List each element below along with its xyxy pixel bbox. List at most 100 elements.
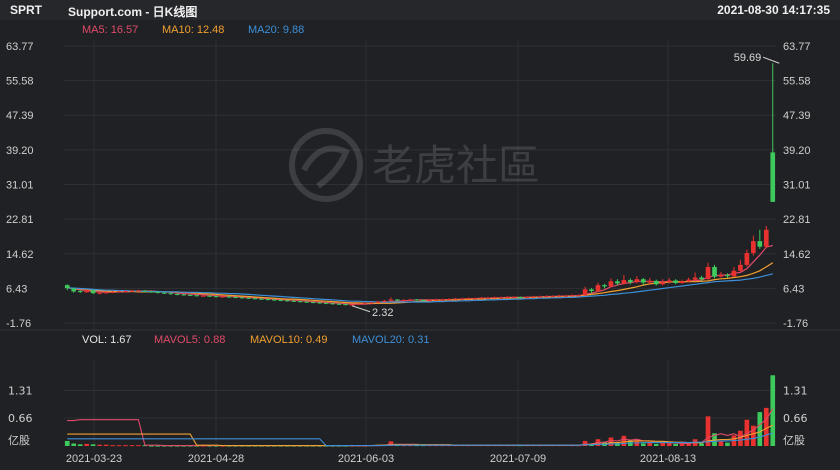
candle-body xyxy=(563,295,568,297)
volume-bar xyxy=(770,375,776,446)
candle-body xyxy=(595,285,601,292)
mavol10-label: MAVOL10: 0.49 xyxy=(250,334,328,346)
candle-body xyxy=(498,297,504,299)
volume-tick-label-left: 1.31 xyxy=(8,385,33,398)
volume-bar xyxy=(136,445,141,447)
candle-body xyxy=(278,299,284,301)
candle-body xyxy=(712,266,717,277)
candle-body xyxy=(155,291,161,293)
candle-body xyxy=(90,290,96,294)
volume-bar xyxy=(673,443,679,446)
candle-body xyxy=(259,298,264,300)
candle-body xyxy=(129,290,135,292)
candle-body xyxy=(233,296,238,298)
candle-body xyxy=(634,279,640,283)
candle-body xyxy=(181,294,187,296)
volume-bar xyxy=(621,435,627,446)
candle-body xyxy=(77,291,83,293)
candle-body xyxy=(116,291,122,293)
candle-body xyxy=(621,280,627,284)
volume-bar xyxy=(738,430,743,446)
volume-bar xyxy=(718,440,724,446)
volume-ma-lines xyxy=(67,408,774,447)
ma10-label: MA10: 12.48 xyxy=(162,24,225,36)
candle-body xyxy=(168,293,174,295)
candle-body xyxy=(628,280,633,283)
volume-bar xyxy=(640,443,646,446)
candle-body xyxy=(297,301,303,303)
price-tick-label-left: 47.39 xyxy=(6,110,34,122)
ticker-symbol: SPRT xyxy=(10,3,43,17)
candle-body xyxy=(187,294,193,296)
price-tick-label-left: -1.76 xyxy=(6,318,31,330)
annotation-leader xyxy=(763,56,780,64)
chart-title: Support.com - 日K线图 xyxy=(68,5,198,19)
candle-body xyxy=(220,296,225,298)
candle-body xyxy=(103,292,109,294)
candle-body xyxy=(479,297,484,299)
candle-body xyxy=(770,152,776,202)
volume-bar xyxy=(686,443,691,446)
candle-body xyxy=(505,296,510,298)
candle-body xyxy=(666,280,672,283)
volume-bar xyxy=(116,445,122,447)
volume-bar xyxy=(705,416,711,446)
price-tick-label-right: 6.43 xyxy=(783,283,804,295)
candle-body xyxy=(64,285,70,289)
candle-body xyxy=(161,292,167,294)
volume-bar xyxy=(77,444,83,446)
date-tick-label: 2021-03-23 xyxy=(66,453,122,465)
price-tick-label-left: 22.81 xyxy=(6,214,34,226)
candle-body xyxy=(472,298,478,300)
candle-body xyxy=(466,298,471,300)
candles xyxy=(64,63,776,306)
volume-bar xyxy=(64,440,70,446)
price-tick-label-left: 63.77 xyxy=(6,41,34,53)
candle-body xyxy=(239,297,245,299)
volume-bar xyxy=(725,442,730,446)
annotations: 59.69 2.32 xyxy=(351,52,780,319)
candle-body xyxy=(336,303,342,305)
price-tick-label-left: 6.43 xyxy=(6,283,27,295)
watermark-logo-stroke xyxy=(301,145,350,189)
candle-body xyxy=(407,299,413,301)
price-tick-label-right: -1.76 xyxy=(783,318,808,330)
candle-body xyxy=(174,294,180,296)
candle-body xyxy=(744,252,750,265)
volume-bar xyxy=(129,445,135,447)
candle-body xyxy=(375,301,381,303)
date-axis: 2021-03-23 2021-04-28 2021-06-03 2021-07-09… xyxy=(66,453,696,465)
candle-body xyxy=(200,295,206,297)
chart-header: SPRT Support.com - 日K线图 2021-08-30 14:17… xyxy=(0,0,840,20)
candle-body xyxy=(543,296,549,298)
candle-body xyxy=(530,296,536,298)
ma5-label: MA5: 16.57 xyxy=(82,24,139,36)
candle-body xyxy=(149,291,154,293)
volume-grid xyxy=(64,390,776,419)
candle-body xyxy=(602,285,607,287)
candle-body xyxy=(433,299,439,301)
price-tick-label-left: 39.20 xyxy=(6,145,34,157)
candle-body xyxy=(692,277,698,280)
candle-body xyxy=(382,300,387,302)
candle-body xyxy=(705,266,711,280)
volume-bar xyxy=(608,437,614,446)
candle-body xyxy=(485,297,491,299)
volume-bar xyxy=(647,441,653,446)
volume-bar xyxy=(653,443,659,446)
candle-body xyxy=(84,290,89,293)
candle-body xyxy=(640,279,646,283)
candle-body xyxy=(751,241,756,253)
candle-body xyxy=(110,291,115,293)
price-tick-label-right: 63.77 xyxy=(783,41,811,53)
candle-body xyxy=(615,281,620,284)
candle-body xyxy=(136,290,141,292)
timestamp: 2021-08-30 14:17:35 xyxy=(717,3,830,17)
candle-body xyxy=(317,302,323,304)
candle-body xyxy=(323,302,329,304)
volume-axis-left: 1.31 0.66 亿股 xyxy=(8,385,33,447)
price-grid xyxy=(64,45,776,324)
vol-label: VOL: 1.67 xyxy=(82,334,132,346)
candle-body xyxy=(226,296,232,298)
